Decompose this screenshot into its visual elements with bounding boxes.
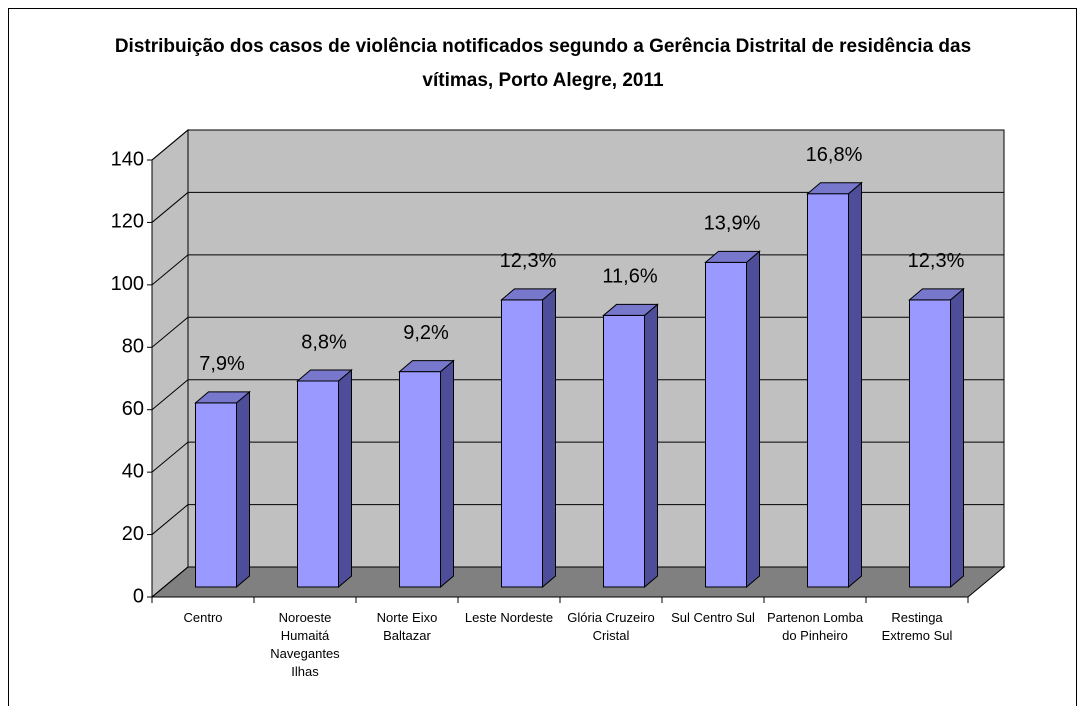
bar-side — [236, 390, 250, 589]
bar-side — [848, 181, 862, 589]
bar — [603, 314, 645, 588]
bar-top — [500, 288, 557, 301]
bar-side — [542, 287, 556, 589]
bar-top — [194, 391, 251, 404]
x-tick-label: Leste Nordeste — [464, 610, 554, 625]
bar-side — [440, 359, 454, 589]
bar-top — [908, 288, 965, 301]
bar — [297, 380, 339, 588]
grid-line — [151, 379, 189, 411]
y-tick-label: 60 — [122, 398, 144, 420]
grid-line — [151, 192, 189, 223]
chart-title: Distribuição dos casos de violência noti… — [114, 36, 972, 91]
grid-line — [151, 441, 189, 473]
data-label: 7,9% — [199, 353, 245, 375]
grid-line — [151, 566, 189, 598]
bar — [705, 261, 747, 588]
bar — [909, 299, 951, 588]
y-tick-label: 120 — [111, 211, 144, 233]
x-tick-label: Sul Centro Sul — [671, 610, 755, 625]
bar-side — [746, 250, 760, 589]
grid-line — [151, 316, 189, 348]
side-wall — [151, 128, 189, 599]
data-label: 8,8% — [301, 331, 347, 353]
y-tick-label: 100 — [111, 273, 144, 295]
y-tick-label: 40 — [122, 460, 144, 482]
data-label: 11,6% — [602, 266, 657, 288]
x-tick-label: Norte Eixo Baltazar — [376, 610, 438, 643]
bar — [399, 371, 441, 588]
y-tick-label: 0 — [133, 585, 144, 607]
x-tick-label: Glória Cruzeiro Cristal — [567, 610, 655, 643]
y-tick-label: 140 — [111, 148, 144, 170]
bar-top — [602, 303, 659, 316]
grid-line — [151, 254, 189, 286]
bar-top — [398, 360, 455, 373]
data-label: 12,3% — [908, 250, 965, 272]
bar-top — [704, 250, 761, 263]
bar — [501, 299, 543, 588]
x-tick-label: Centro — [183, 610, 223, 625]
x-tick-label: Partenon Lomba do Pinheiro — [766, 610, 864, 643]
grid-line — [151, 504, 189, 535]
data-label: 13,9% — [704, 213, 761, 235]
grid-line — [151, 129, 189, 161]
data-label: 12,3% — [500, 250, 557, 272]
bar-side — [950, 287, 964, 589]
bar — [195, 402, 237, 588]
bar-side — [644, 303, 658, 589]
bar — [807, 193, 849, 588]
x-tick-label: Restinga Extremo Sul — [881, 610, 953, 643]
data-label: 9,2% — [403, 322, 449, 344]
data-label: 16,8% — [806, 144, 863, 166]
floor — [150, 566, 1006, 598]
y-tick-label: 20 — [122, 523, 144, 545]
x-tick-label: Noroeste Humaitá Navegantes Ilhas — [270, 610, 340, 679]
y-tick-label: 80 — [122, 336, 144, 358]
bar-top — [806, 182, 863, 195]
bar-side — [338, 368, 352, 589]
bar-top — [296, 369, 353, 382]
